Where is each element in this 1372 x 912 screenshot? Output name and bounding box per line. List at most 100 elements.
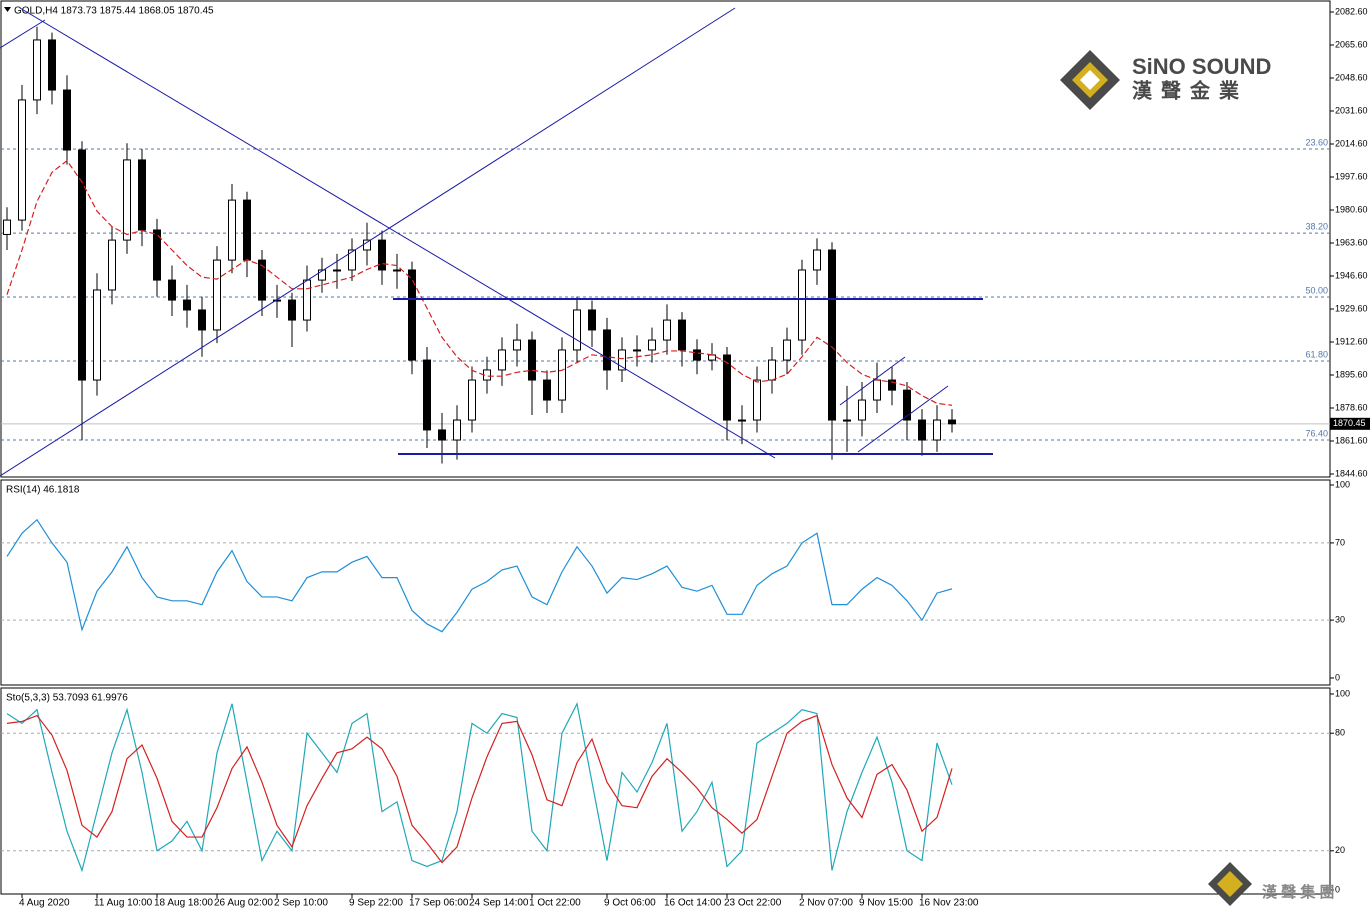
candle-body: [108, 239, 116, 291]
candle-body: [468, 379, 476, 421]
logo-mark: [1217, 871, 1243, 897]
candle-body: [393, 269, 401, 272]
candle-body: [93, 289, 101, 381]
candle-body: [738, 419, 746, 422]
x-tick-label: 16 Nov 23:00: [919, 898, 979, 909]
trendline: [0, 7, 736, 477]
panel-frame: [0, 687, 1331, 895]
candle-body: [573, 309, 581, 351]
candle-body: [693, 349, 701, 361]
x-tick-label: 24 Sep 14:00: [469, 898, 529, 909]
series-line: [6, 714, 953, 864]
x-tick-label: 9 Sep 22:00: [349, 898, 403, 909]
candle-body: [63, 89, 71, 151]
candle-body: [168, 279, 176, 301]
x-tick-label: 16 Oct 14:00: [664, 898, 722, 909]
fib-label: 38.20: [1305, 221, 1328, 231]
y-tick-label: 1980.60: [1335, 204, 1368, 214]
candle-body: [288, 299, 296, 321]
y-tick-label: 30: [1335, 614, 1345, 624]
series-line: [6, 518, 953, 633]
candle-body: [648, 339, 656, 351]
candle-body: [528, 339, 536, 381]
candle-body: [618, 349, 626, 371]
y-tick-label: 1997.60: [1335, 171, 1368, 181]
x-tick-label: 9 Oct 06:00: [604, 898, 656, 909]
candle-body: [243, 199, 251, 261]
panel-frame: [0, 479, 1331, 686]
candle-body: [948, 419, 956, 425]
panel-title: RSI(14) 46.1818: [6, 485, 80, 496]
candle-body: [888, 379, 896, 391]
candle-body: [48, 39, 56, 91]
candle-body: [18, 99, 26, 221]
candle-body: [858, 399, 866, 421]
y-tick-label: 80: [1335, 728, 1345, 738]
y-tick-label: 0: [1335, 884, 1340, 894]
fib-label: 50.00: [1305, 285, 1328, 295]
candle-body: [798, 269, 806, 341]
x-tick-label: 18 Aug 18:00: [154, 898, 213, 909]
candle-body: [813, 249, 821, 271]
logo: SiNO SOUND 漢聲金業 漢 聲 集 團: [1060, 50, 1335, 906]
candle-body: [318, 269, 326, 281]
x-tick-label: 2 Nov 07:00: [799, 898, 853, 909]
x-tick-label: 4 Aug 2020: [19, 898, 70, 909]
candle-body: [708, 354, 716, 361]
y-tick-label: 1963.60: [1335, 237, 1368, 247]
panel-title: Sto(5,3,3) 53.7093 61.9976: [6, 693, 128, 704]
candle-body: [348, 249, 356, 271]
trendline: [0, 19, 46, 49]
x-tick-label: 23 Oct 22:00: [724, 898, 782, 909]
logo-subtitle: 漢聲金業: [1132, 78, 1248, 102]
candle-body: [333, 269, 341, 272]
panel: 2082.60 2065.60 2048.60 2031.60 2014.60 1997.…: [0, 0, 1370, 478]
x-tick-label: 17 Sep 06:00: [409, 898, 469, 909]
candle-body: [783, 339, 791, 361]
x-tick-label: 1 Oct 22:00: [529, 898, 581, 909]
candle-body: [873, 379, 881, 401]
candle-body: [663, 319, 671, 341]
panel-title: GOLD,H4 1873.73 1875.44 1868.05 1870.45: [14, 6, 214, 17]
candle-body: [828, 249, 836, 421]
logo-mark: [1080, 70, 1100, 90]
candle-body: [213, 259, 221, 331]
y-tick-label: 1861.60: [1335, 435, 1368, 445]
y-tick-label: 1912.60: [1335, 336, 1368, 346]
footer-logo: 漢 聲 集 團: [1262, 883, 1335, 901]
y-tick-label: 2082.60: [1335, 6, 1368, 16]
x-tick-label: 11 Aug 10:00: [94, 898, 153, 909]
y-tick-label: 2048.60: [1335, 72, 1368, 82]
candle-body: [918, 419, 926, 441]
series-line: [6, 159, 953, 406]
candle-body: [138, 159, 146, 231]
candle-body: [513, 339, 521, 351]
y-tick-label: 100: [1335, 479, 1350, 489]
y-tick-label: 1878.60: [1335, 402, 1368, 412]
y-tick-label: 1929.60: [1335, 303, 1368, 313]
panel: 100 70 30 0 RSI(14) 46.1818: [0, 479, 1350, 686]
y-tick-label: 1895.60: [1335, 369, 1368, 379]
candle-body: [198, 309, 206, 331]
candle-body: [378, 239, 386, 271]
candle-body: [78, 149, 86, 381]
fib-label: 61.80: [1305, 349, 1328, 359]
candle-body: [558, 349, 566, 401]
trendline: [19, 7, 776, 459]
x-tick-label: 9 Nov 15:00: [859, 898, 913, 909]
candle-body: [303, 279, 311, 321]
candle-body: [678, 319, 686, 351]
y-tick-label: 2031.60: [1335, 105, 1368, 115]
current-price-box: [1330, 417, 1370, 430]
candle-body: [768, 359, 776, 381]
trendline: [839, 356, 906, 406]
candle-body: [3, 219, 11, 235]
logo-name: SiNO SOUND: [1132, 54, 1271, 79]
candle-body: [903, 389, 911, 421]
trendline: [857, 385, 949, 453]
candle-body: [33, 39, 41, 101]
x-tick-label: 2 Sep 10:00: [274, 898, 328, 909]
candle-body: [933, 419, 941, 441]
